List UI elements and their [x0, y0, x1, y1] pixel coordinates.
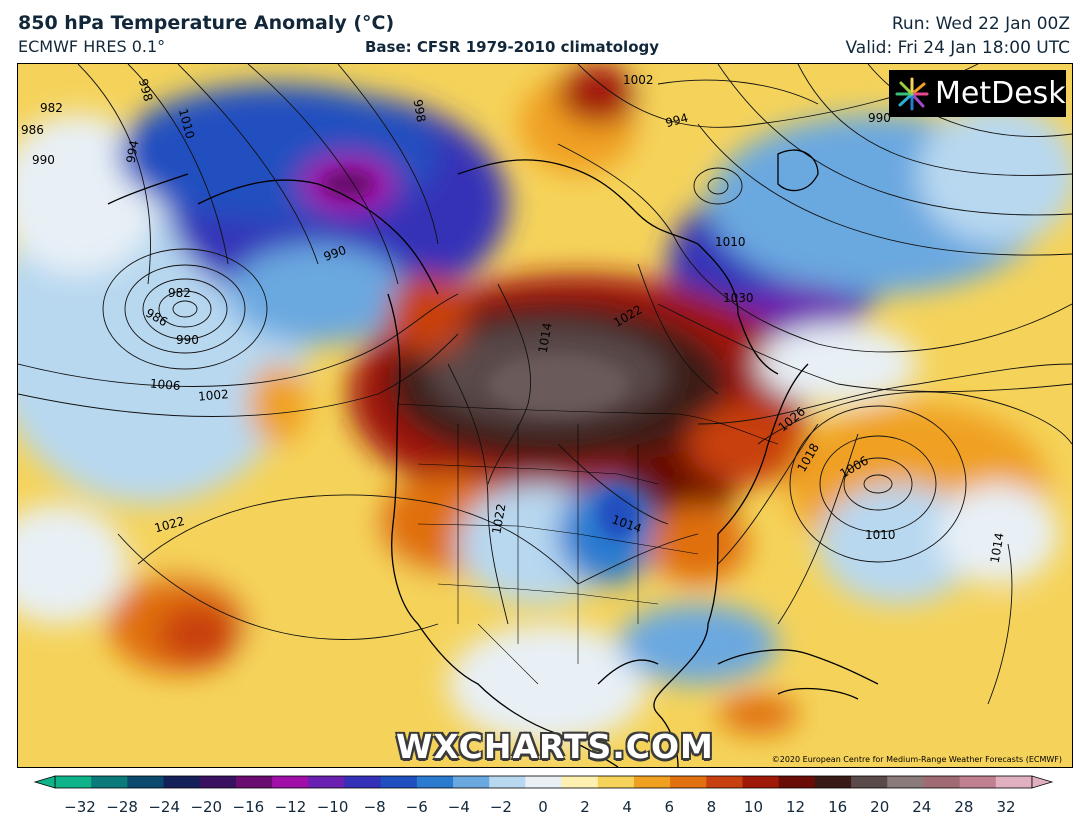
ecmwf-copyright: ©2020 European Centre for Medium-Range W… — [771, 755, 1062, 764]
colorbar-tick-label: −24 — [148, 798, 180, 816]
isobar-label: 994 — [664, 111, 690, 130]
isobar-label: 990 — [176, 333, 199, 347]
colorbar-tick-label: 4 — [622, 798, 632, 816]
colorbar-tick-label: 6 — [664, 798, 675, 816]
colorbar-tick-label: 20 — [870, 798, 890, 816]
colorbar-tick-label: −2 — [489, 798, 512, 816]
colorbar-cell — [923, 776, 961, 788]
colorbar-cell — [199, 776, 237, 788]
valid-time-label: Valid: Fri 24 Jan 18:00 UTC — [845, 38, 1071, 58]
colorbar-cell — [778, 776, 816, 788]
colorbar-cell — [91, 776, 128, 788]
isobar-label: 982 — [40, 101, 63, 115]
coastlines — [107, 149, 879, 767]
isobar-label: 986 — [21, 123, 44, 137]
colorbar-tick-label: 32 — [996, 798, 1016, 816]
isobar-label: 1014 — [988, 532, 1007, 565]
colorbar-max-arrow — [1031, 775, 1054, 789]
colorbar-tick-label: −28 — [106, 798, 138, 816]
colorbar-tick-label: 0 — [538, 798, 548, 816]
colorbar-tick-label: −32 — [64, 798, 96, 816]
isobar-label: 982 — [168, 286, 191, 300]
isobar-label: 1002 — [623, 73, 654, 87]
colorbar-min-arrow — [33, 775, 56, 789]
colorbar-cell — [525, 776, 563, 788]
isobar-label: 998 — [411, 98, 429, 123]
colorbar-cell — [380, 776, 418, 788]
colorbar-cell — [272, 776, 309, 788]
colorbar-cell — [344, 776, 382, 788]
colorbar-cell — [453, 776, 490, 788]
colorbar-tick-label: −8 — [363, 798, 386, 816]
metdesk-logo: MetDesk — [889, 70, 1066, 117]
climatology-base-label: Base: CFSR 1979-2010 climatology — [365, 38, 660, 56]
colorbar-tick-label: 24 — [912, 798, 932, 816]
chart-title: 850 hPa Temperature Anomaly (°C) — [18, 12, 395, 34]
colorbar-cell — [851, 776, 888, 788]
isobar-label: 1006 — [149, 376, 181, 393]
metdesk-wheel-icon — [895, 77, 929, 110]
isobar-label: 1030 — [723, 291, 754, 305]
colorbar-cell — [597, 776, 635, 788]
map-canvas: 982 986 990 994 998 1010 1002 1006 982 9… — [18, 64, 1072, 767]
colorbar-tick-label: 28 — [954, 798, 974, 816]
colorbar-cell — [235, 776, 273, 788]
isobar-label: 998 — [136, 77, 155, 103]
colorbar-tick-label: 16 — [828, 798, 848, 816]
isobar-label: 1002 — [198, 387, 230, 404]
colorbar-tick-label: −4 — [447, 798, 470, 816]
model-label: ECMWF HRES 0.1° — [18, 37, 166, 56]
colorbar-tick-label: 10 — [743, 798, 763, 816]
colorbar-cell — [887, 776, 924, 788]
colorbar-tick-label: 12 — [785, 798, 806, 816]
colorbar-tick-label: −10 — [316, 798, 349, 816]
isobar-label: 994 — [124, 139, 142, 164]
colorbar-tick-label: 2 — [580, 798, 590, 816]
colorbar-cell — [308, 776, 345, 788]
colorbar-cell — [633, 776, 671, 788]
wxcharts-watermark: WXCHARTS.COM — [396, 727, 714, 766]
borders — [397, 403, 779, 685]
colorbar-cell — [742, 776, 780, 788]
isobar-label: 1022 — [489, 503, 508, 536]
colorbar-tick-label: −12 — [274, 798, 307, 816]
colorbar-cells — [54, 775, 1033, 789]
isobar-label: 1010 — [715, 235, 746, 249]
colorbar-tick-label: −20 — [190, 798, 223, 816]
colorbar-cell — [670, 776, 707, 788]
colorbar-cell — [561, 776, 599, 788]
colorbar-tick-label: −6 — [405, 798, 428, 816]
isobar-label: 990 — [32, 153, 55, 167]
isobar-lines — [18, 64, 1072, 705]
colorbar-cell — [55, 776, 92, 788]
anomaly-map: 982 986 990 994 998 1010 1002 1006 982 9… — [17, 63, 1073, 768]
colorbar — [33, 775, 1054, 789]
colorbar-cell — [995, 776, 1033, 788]
colorbar-cell — [127, 776, 165, 788]
isobar-label: 990 — [868, 111, 891, 125]
colorbar-cell — [163, 776, 201, 788]
colorbar-tick-label: −16 — [232, 798, 265, 816]
colorbar-cell — [489, 776, 526, 788]
colorbar-cell — [706, 776, 744, 788]
run-time-label: Run: Wed 22 Jan 00Z — [891, 14, 1070, 34]
colorbar-cell — [416, 776, 454, 788]
colorbar-tick-label: 8 — [706, 798, 717, 816]
isobar-label: 1014 — [536, 322, 555, 355]
isobar-label: 1010 — [865, 528, 896, 542]
colorbar-cell — [814, 776, 852, 788]
colorbar-cell — [959, 776, 997, 788]
metdesk-logo-text: MetDesk — [935, 76, 1066, 111]
